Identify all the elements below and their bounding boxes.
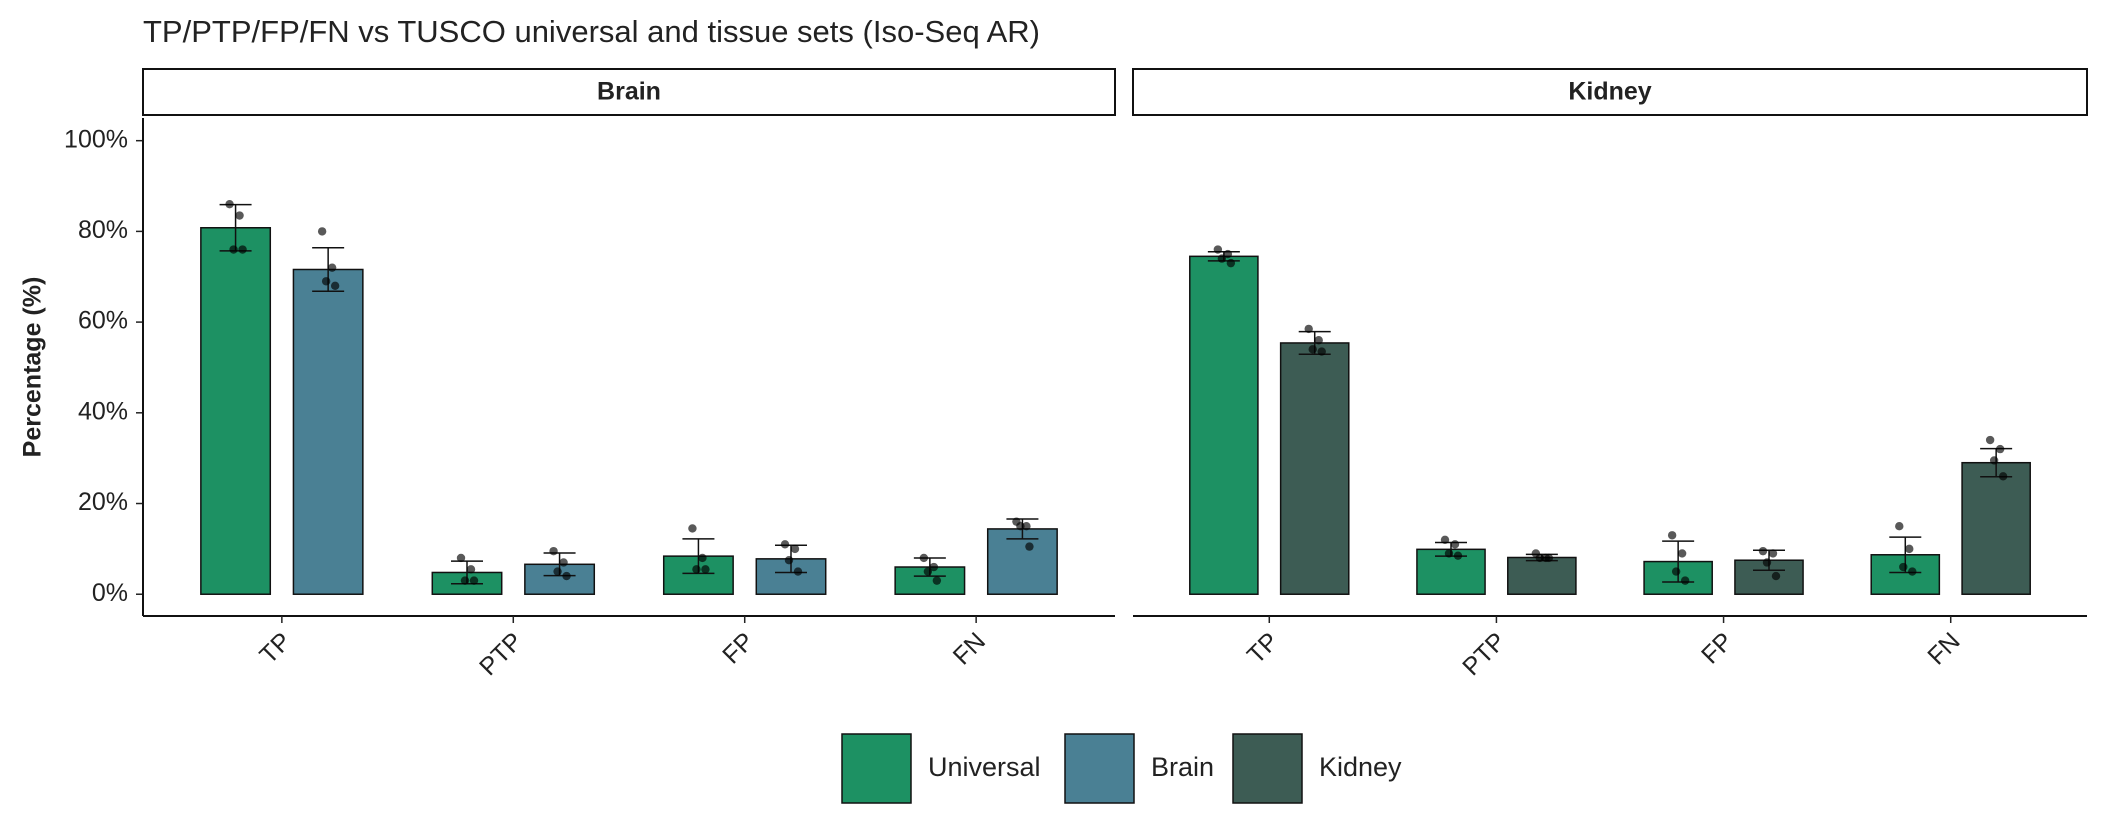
data-point: [1762, 558, 1772, 567]
data-point: [1450, 540, 1460, 549]
data-point: [238, 245, 247, 254]
data-point: [784, 556, 794, 565]
legend-label: Universal: [928, 752, 1041, 782]
bar: [1961, 461, 2031, 595]
data-point: [1025, 542, 1034, 551]
data-point: [923, 567, 933, 576]
y-tick-label: 60%: [78, 307, 128, 335]
data-point: [790, 544, 800, 554]
legend-swatch: [1232, 733, 1303, 804]
data-point: [559, 558, 568, 567]
data-point: [235, 211, 244, 220]
facet-label: Kidney: [1568, 78, 1651, 106]
data-point: [1989, 456, 1999, 465]
data-point: [1444, 549, 1454, 558]
data-point: [1535, 553, 1545, 563]
facet-strip: [142, 68, 1116, 116]
data-point: [456, 553, 466, 563]
x-tick-label: FP: [1696, 627, 1738, 669]
x-tick-label: PTP: [474, 627, 528, 681]
chart-title: TP/PTP/FP/FN vs TUSCO universal and tiss…: [143, 14, 1040, 49]
facet-label: Brain: [597, 78, 661, 106]
data-point: [562, 571, 571, 581]
data-point: [1304, 324, 1313, 334]
bar: [200, 227, 272, 595]
x-tick-label: FN: [1922, 627, 1965, 670]
data-point: [1667, 531, 1677, 540]
facet-strip: [1132, 68, 2088, 116]
data-point: [327, 263, 337, 272]
data-point: [1771, 571, 1781, 581]
y-tick-label: 40%: [78, 397, 128, 425]
bar: [1507, 556, 1577, 595]
data-point: [225, 199, 234, 209]
x-tick-label: TP: [1242, 627, 1284, 669]
x-tick-label: FN: [948, 627, 991, 670]
y-tick-label: 20%: [78, 488, 128, 516]
data-point: [1226, 258, 1236, 268]
data-point: [1453, 551, 1463, 560]
data-point: [1016, 521, 1025, 531]
data-point: [929, 562, 939, 572]
data-point: [549, 546, 558, 556]
data-point: [793, 567, 803, 576]
data-point: [1680, 576, 1690, 585]
data-point: [1899, 562, 1908, 572]
y-axis-label: Percentage (%): [19, 277, 47, 458]
data-point: [553, 567, 562, 576]
data-point: [919, 553, 929, 563]
data-point: [701, 565, 710, 574]
y-tick-label: 80%: [78, 216, 128, 244]
data-point: [1308, 345, 1317, 354]
data-point: [1671, 567, 1681, 576]
legend-swatch: [841, 733, 912, 804]
data-point: [1998, 472, 2008, 481]
legend-label: Brain: [1151, 752, 1214, 782]
legend-label: Kidney: [1319, 752, 1402, 782]
data-point: [698, 553, 707, 563]
data-point: [321, 277, 331, 286]
x-tick-label: TP: [254, 627, 296, 669]
data-point: [932, 576, 942, 585]
data-point: [1217, 254, 1227, 263]
data-point: [1895, 521, 1904, 531]
data-point: [1908, 567, 1917, 576]
data-point: [317, 227, 327, 236]
data-point: [688, 524, 697, 533]
data-point: [1022, 521, 1031, 531]
data-point: [1758, 546, 1768, 556]
bar: [1189, 255, 1259, 595]
data-point: [692, 565, 701, 574]
data-point: [1314, 336, 1323, 345]
bar: [1279, 342, 1350, 595]
bar: [662, 555, 734, 595]
legend-swatch: [1064, 733, 1135, 804]
x-tick-label: PTP: [1457, 627, 1511, 681]
data-point: [469, 576, 479, 585]
data-point: [1213, 245, 1223, 254]
data-point: [1995, 444, 2005, 454]
data-point: [1905, 544, 1914, 554]
data-point: [466, 565, 476, 574]
data-point: [1317, 347, 1326, 356]
data-point: [1223, 249, 1233, 259]
data-point: [1985, 435, 1995, 445]
data-point: [460, 576, 470, 585]
data-point: [1677, 549, 1687, 558]
data-point: [1544, 553, 1554, 563]
data-point: [780, 540, 790, 549]
data-point: [229, 245, 238, 254]
data-point: [330, 281, 340, 291]
y-tick-label: 0%: [92, 579, 128, 607]
bar: [292, 268, 364, 595]
data-point: [1440, 535, 1450, 545]
x-tick-label: FP: [717, 627, 759, 669]
data-point: [1768, 549, 1778, 558]
y-tick-label: 100%: [64, 125, 128, 153]
